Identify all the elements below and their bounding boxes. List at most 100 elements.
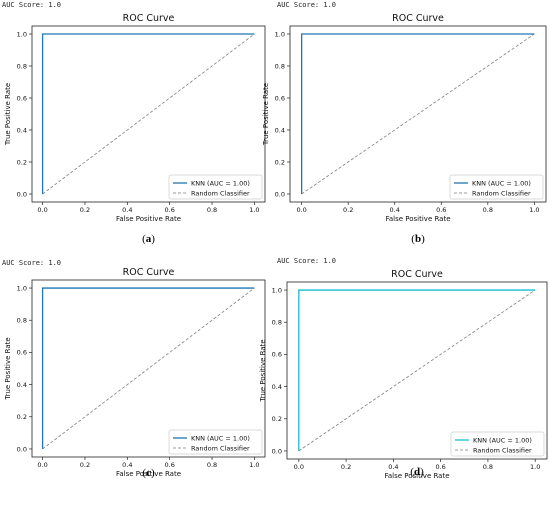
panel-caption: (b) — [411, 233, 425, 245]
roc-chart-c: AUC Score: 1.0 ROC Curve 0.0 0.2 0.4 0.6 0.8 1.… — [2, 259, 266, 479]
legend-box — [449, 174, 544, 200]
knn-roc-line — [41, 33, 255, 194]
x-tick-label: 0.4 — [388, 463, 398, 471]
x-tick-label: 0.4 — [390, 206, 400, 214]
auc-score-text: AUC Score: 1.0 — [277, 257, 336, 265]
y-tick-label: 0.6 — [17, 94, 27, 102]
random-classifier-line — [301, 33, 535, 195]
roc-panel-d: AUC Score: 1.0 ROC Curve 0.0 0.2 0.4 0.6 0.8 1.… — [259, 256, 550, 512]
y-tick-label: 0.0 — [17, 445, 27, 453]
legend-entry: KNN (AUC = 1.00) — [472, 179, 531, 187]
y-tick-label: 0.8 — [275, 62, 285, 70]
x-tick-label: 0.6 — [165, 206, 175, 214]
legend-entry: Random Classifier — [191, 189, 250, 197]
y-tick-label: 0.4 — [275, 126, 285, 134]
x-tick-label: 0.8 — [483, 463, 493, 471]
y-tick-label: 0.4 — [17, 126, 27, 134]
x-tick-label: 1.0 — [249, 206, 259, 214]
y-axis-label: True Positive Rate — [259, 339, 267, 402]
y-tick-label: 0.2 — [272, 415, 282, 423]
chart-title: ROC Curve — [123, 267, 175, 278]
chart-title: ROC Curve — [392, 13, 444, 24]
y-tick-label: 0.0 — [275, 190, 285, 198]
panel-caption: (a) — [142, 233, 155, 245]
legend-entry: Random Classifier — [191, 444, 250, 452]
x-tick-label: 0.6 — [436, 206, 446, 214]
x-tick-label: 0.8 — [207, 461, 217, 469]
knn-roc-line — [298, 289, 536, 451]
y-tick-label: 0.0 — [272, 447, 282, 455]
x-tick-label: 0.6 — [165, 461, 175, 469]
y-tick-label: 0.4 — [272, 383, 282, 391]
plot-frame — [289, 25, 547, 203]
roc-chart-a: AUC Score: 1.0 ROC Curve 0.0 0.2 0.4 0.6 0.8 1.… — [2, 1, 266, 245]
panel-caption: (d) — [410, 466, 424, 478]
plot-frame — [286, 281, 548, 460]
y-tick-label: 0.6 — [272, 351, 282, 359]
x-tick-label: 0.2 — [343, 206, 353, 214]
legend-entry: KNN (AUC = 1.00) — [473, 436, 532, 444]
random-classifier-line — [298, 289, 536, 452]
x-tick-label: 0.0 — [294, 463, 304, 471]
x-tick-label: 0.0 — [37, 461, 47, 469]
x-tick-label: 1.0 — [249, 461, 259, 469]
panel-caption: (c) — [142, 467, 155, 479]
y-tick-label: 0.8 — [17, 62, 27, 70]
y-tick-label: 1.0 — [17, 284, 27, 292]
x-tick-label: 0.2 — [341, 463, 351, 471]
y-tick-label: 0.8 — [17, 317, 27, 325]
roc-panel-c: AUC Score: 1.0 ROC Curve 0.0 0.2 0.4 0.6 0.8 1.… — [0, 256, 275, 512]
y-tick-label: 0.4 — [17, 381, 27, 389]
x-axis-label: False Positive Rate — [116, 215, 181, 223]
x-tick-label: 0.6 — [435, 463, 445, 471]
y-tick-label: 0.2 — [17, 413, 27, 421]
legend-entry: Random Classifier — [473, 446, 532, 454]
auc-score-text: AUC Score: 1.0 — [2, 259, 61, 267]
roc-chart-b: AUC Score: 1.0 ROC Curve 0.0 0.2 0.4 0.6 0.8 1.… — [262, 1, 547, 245]
roc-chart-d: AUC Score: 1.0 ROC Curve 0.0 0.2 0.4 0.6 0.8 1.… — [259, 257, 548, 480]
auc-score-text: AUC Score: 1.0 — [277, 1, 336, 9]
plot-frame — [31, 279, 266, 458]
y-tick-label: 0.6 — [17, 349, 27, 357]
random-classifier-line — [42, 33, 255, 195]
legend-box — [168, 174, 263, 200]
y-tick-label: 0.2 — [17, 158, 27, 166]
x-tick-label: 0.0 — [37, 206, 47, 214]
y-tick-label: 0.2 — [275, 158, 285, 166]
roc-panel-b: AUC Score: 1.0 ROC Curve 0.0 0.2 0.4 0.6 0.8 1.… — [262, 0, 550, 256]
legend-entry: KNN (AUC = 1.00) — [191, 179, 250, 187]
y-tick-label: 1.0 — [272, 286, 282, 294]
x-axis-label: False Positive Rate — [116, 470, 181, 478]
y-tick-label: 1.0 — [17, 30, 27, 38]
y-axis-label: True Positive Rate — [4, 83, 12, 146]
x-tick-label: 0.8 — [207, 206, 217, 214]
x-tick-label: 1.0 — [530, 463, 540, 471]
x-axis-label: False Positive Rate — [385, 215, 450, 223]
y-tick-label: 0.0 — [17, 190, 27, 198]
knn-roc-line — [300, 33, 535, 194]
legend-entry: Random Classifier — [472, 189, 531, 197]
legend-box — [450, 431, 545, 457]
x-tick-label: 0.8 — [483, 206, 493, 214]
x-axis-label: False Positive Rate — [384, 472, 449, 480]
auc-score-text: AUC Score: 1.0 — [2, 1, 61, 9]
x-tick-label: 0.4 — [122, 206, 132, 214]
x-tick-label: 0.0 — [296, 206, 306, 214]
y-tick-label: 0.6 — [275, 94, 285, 102]
knn-roc-line — [41, 287, 255, 449]
x-tick-label: 0.2 — [80, 461, 90, 469]
y-axis-label: True Positive Rate — [4, 337, 12, 400]
plot-frame — [31, 25, 266, 203]
chart-title: ROC Curve — [123, 13, 175, 24]
x-tick-label: 0.2 — [80, 206, 90, 214]
roc-panel-a: AUC Score: 1.0 ROC Curve 0.0 0.2 0.4 0.6 0.8 1.… — [0, 0, 275, 256]
y-tick-label: 1.0 — [275, 30, 285, 38]
legend-box — [168, 429, 263, 455]
y-axis-label: True Positive Rate — [262, 83, 270, 146]
chart-title: ROC Curve — [391, 269, 443, 280]
x-tick-label: 0.4 — [122, 461, 132, 469]
random-classifier-line — [42, 287, 255, 450]
legend-entry: KNN (AUC = 1.00) — [191, 434, 250, 442]
x-tick-label: 1.0 — [529, 206, 539, 214]
y-tick-label: 0.8 — [272, 319, 282, 327]
